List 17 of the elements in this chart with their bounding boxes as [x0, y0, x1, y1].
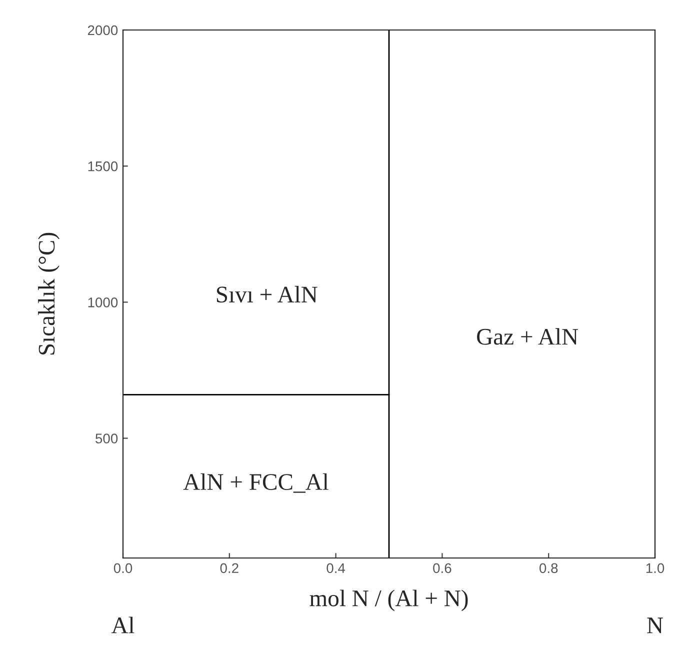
x-tick-label: 0.8: [539, 563, 558, 574]
x-axis-title: mol N / (Al + N): [310, 590, 468, 612]
y-tick-label: 1500: [88, 161, 118, 172]
x-tick-label: 0.0: [114, 563, 132, 574]
y-tick-label: 1000: [88, 298, 118, 308]
y-tick-label: 500: [96, 434, 118, 444]
annotation: Sıvı + AlN: [216, 286, 318, 303]
annotation: Gaz + AlN: [477, 328, 578, 345]
text: Al: [111, 616, 134, 634]
x-tick-label: 0.2: [220, 563, 238, 574]
x-tick-label: 1.0: [646, 563, 664, 574]
y-axis-title: Sıcaklık (°C): [38, 232, 60, 355]
x-tick-label: 0.6: [433, 563, 452, 574]
y-tick-label: 2000: [88, 25, 118, 36]
annotation: AlN + FCC_Al: [183, 473, 328, 493]
text: N: [647, 618, 663, 634]
x-tick-label: 0.4: [326, 563, 346, 574]
